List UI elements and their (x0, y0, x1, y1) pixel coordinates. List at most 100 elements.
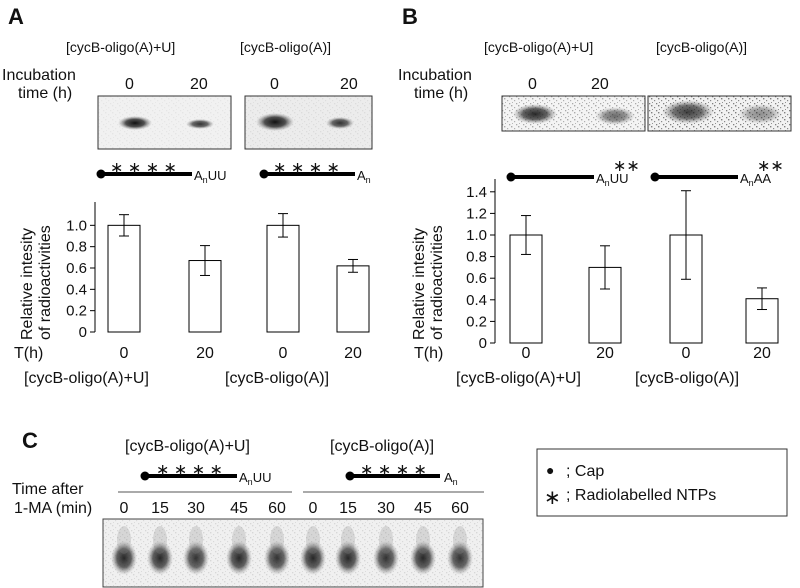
panel-a-gel-right (244, 95, 373, 150)
panel-b-ylabel-line2: of radioactivities (429, 225, 446, 340)
panel-b-y-tick-label: 1.2 (466, 205, 487, 222)
panel-c-lane-label-6: 0 (309, 500, 318, 517)
panel-c-construct-1-tail: AnUU (239, 470, 271, 487)
panel-c-lane-labels: 0 15 30 45 60 0 15 30 45 60 (120, 500, 469, 517)
panel-b-error-bar-2 (600, 245, 610, 290)
panel-b-y-tick-label: 1.0 (466, 227, 487, 244)
panel-c-construct-1: ∗ ∗ ∗ ∗ AnUU (140, 462, 271, 487)
panel-b-lane-label-1: 0 (528, 76, 537, 93)
panel-b-gel-right (647, 95, 792, 132)
panel-c-letter: C (22, 428, 38, 453)
panel-a-construct-1-marks: ∗ ∗ ∗ ∗ (110, 160, 177, 177)
legend-cap-label: ; Cap (566, 463, 604, 480)
panel-a-gel-left (97, 95, 232, 150)
panel-a: A [cycB-oligo(A)+U] [cycB-oligo(A)] Incu… (2, 4, 373, 387)
panel-b-x-tick-label-1: 0 (522, 345, 531, 362)
panel-a-letter: A (8, 4, 24, 29)
panel-a-x-tick-label-1: 0 (120, 345, 129, 362)
panel-b-construct-1: ∗∗ AnUU (506, 158, 640, 188)
panel-a-x-axis-title: T(h) (14, 345, 43, 362)
panel-c-lane-label-3: 30 (187, 500, 205, 517)
panel-c-band-10 (447, 541, 473, 575)
panel-b-y-tick-label: 0.8 (466, 249, 487, 266)
panel-b-y-tick-label: 0.2 (466, 313, 487, 330)
panel-b-construct-2: ∗∗ AnAA (650, 158, 784, 188)
panel-a-construct-1: ∗ ∗ ∗ ∗ AnUU (96, 160, 226, 185)
panel-b-y-tick-label: 1.4 (466, 184, 487, 201)
panel-a-group-label-1: [cycB-oligo(A)+U] (24, 370, 149, 387)
panel-c-lane-label-10: 60 (451, 500, 469, 517)
panel-b-y-tick-label: 0 (479, 335, 487, 352)
panel-a-y-tick-label: 0.8 (66, 239, 87, 256)
panel-c-smear-1 (117, 526, 131, 554)
panel-a-error-bar-1 (119, 214, 129, 237)
panel-c-construct-2: ∗ ∗ ∗ ∗ An (345, 462, 458, 487)
legend-box (536, 448, 788, 517)
panel-b-x-axis-title: T(h) (414, 345, 443, 362)
legend-ntp-symbol: ∗ (544, 487, 561, 509)
panel-a-construct-2-marks: ∗ ∗ ∗ ∗ (273, 160, 340, 177)
panel-c-band-3 (183, 541, 209, 575)
panel-c-lane-label-5: 60 (268, 500, 286, 517)
panel-b-construct-1-marks: ∗∗ (613, 158, 640, 175)
panel-b-construct-2-tail: AnAA (740, 171, 771, 188)
panel-b: B [cycB-oligo(A)+U] [cycB-oligo(A)] Incu… (398, 4, 792, 387)
panel-c-smear-10 (453, 526, 467, 554)
panel-c-band-5 (264, 541, 290, 575)
panel-c-band-4 (226, 541, 252, 575)
panel-b-y-tick-label: 0.6 (466, 270, 487, 287)
panel-b-construct-1-tail: AnUU (596, 171, 628, 188)
panel-b-error-bar-3 (681, 190, 691, 280)
panel-c-smear-2 (153, 526, 167, 554)
panel-c-band-1 (111, 541, 137, 575)
panel-c-smear-3 (189, 526, 203, 554)
panel-a-bar-3 (266, 224, 300, 333)
panel-b-group-label-2: [cycB-oligo(A)] (635, 370, 739, 387)
panel-b-x-tick-label-3: 0 (682, 345, 691, 362)
panel-a-y-tick-label: 0.6 (66, 260, 87, 277)
panel-c-band-2 (147, 541, 173, 575)
panel-c-lane-label-8: 30 (377, 500, 395, 517)
panel-a-bar-1 (107, 224, 141, 333)
panel-c-smear-6 (306, 526, 320, 554)
panel-b-lane-label-2: 20 (591, 76, 609, 93)
legend-cap-symbol: ● (546, 462, 554, 478)
panel-c-gel (102, 518, 484, 588)
panel-c-construct-1-marks: ∗ ∗ ∗ ∗ (156, 462, 223, 479)
panel-b-col-label-2: [cycB-oligo(A)] (656, 39, 747, 55)
panel-c-lane-label-1: 0 (120, 500, 129, 517)
panel-c-time-label-line1: Time after (12, 481, 84, 498)
panel-b-x-tick-label-2: 20 (596, 345, 614, 362)
panel-b-incubation-line1: Incubation (398, 67, 472, 84)
panel-c-group-label-2: [cycB-oligo(A)] (330, 438, 434, 455)
panel-b-gel-left (501, 95, 646, 132)
legend: ● ; Cap ∗ ; Radiolabelled NTPs (536, 448, 788, 517)
panel-b-error-bar-1 (521, 215, 531, 255)
panel-a-col-label-1: [cycB-oligo(A)+U] (66, 39, 175, 55)
panel-c-band-9 (410, 541, 436, 575)
panel-a-construct-2: ∗ ∗ ∗ ∗ An (259, 160, 371, 185)
panel-c-smear-7 (341, 526, 355, 554)
panel-c: C [cycB-oligo(A)+U] [cycB-oligo(A)] ∗ ∗ … (12, 428, 484, 588)
legend-ntp-label: ; Radiolabelled NTPs (566, 487, 716, 504)
panel-c-construct-2-tail: An (444, 470, 458, 487)
panel-b-x-tick-label-4: 20 (753, 345, 771, 362)
panel-a-y-tick-label: 0.2 (66, 303, 87, 320)
panel-a-y-tick-label: 0.4 (66, 281, 87, 298)
panel-a-error-bar-2 (200, 245, 210, 276)
panel-a-y-tick-label: 1.0 (66, 217, 87, 234)
panel-b-letter: B (402, 4, 418, 29)
panel-c-band-7 (335, 541, 361, 575)
panel-c-smear-8 (379, 526, 393, 554)
panel-a-construct-2-tail: An (357, 168, 371, 185)
panel-b-col-label-1: [cycB-oligo(A)+U] (484, 39, 593, 55)
panel-c-band-6 (300, 541, 326, 575)
panel-a-group-label-2: [cycB-oligo(A)] (225, 370, 329, 387)
panel-a-error-bar-4 (348, 258, 358, 273)
panel-a-error-bar-3 (278, 213, 288, 238)
panel-a-incubation-line2: time (h) (18, 85, 72, 102)
panel-c-smear-9 (416, 526, 430, 554)
panel-a-col-label-2: [cycB-oligo(A)] (240, 39, 331, 55)
panel-a-x-tick-label-2: 20 (196, 345, 214, 362)
